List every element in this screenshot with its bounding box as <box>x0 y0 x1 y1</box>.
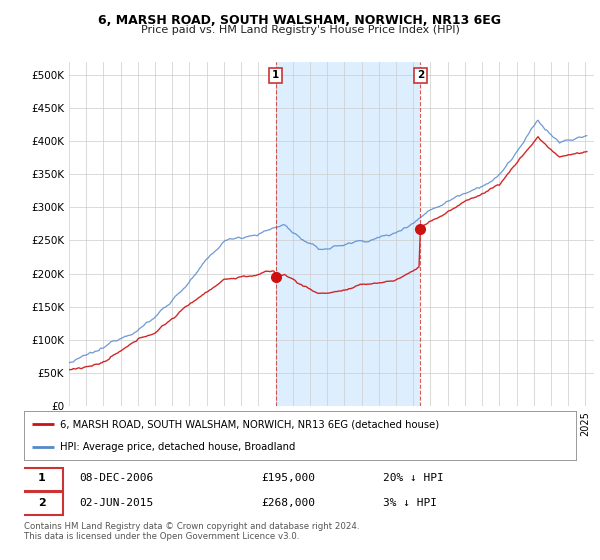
Text: 6, MARSH ROAD, SOUTH WALSHAM, NORWICH, NR13 6EG (detached house): 6, MARSH ROAD, SOUTH WALSHAM, NORWICH, N… <box>60 419 439 430</box>
Text: Contains HM Land Registry data © Crown copyright and database right 2024.
This d: Contains HM Land Registry data © Crown c… <box>24 522 359 542</box>
Text: 08-DEC-2006: 08-DEC-2006 <box>79 474 154 483</box>
Text: 3% ↓ HPI: 3% ↓ HPI <box>383 498 437 507</box>
Text: 2: 2 <box>417 70 424 80</box>
Text: 2: 2 <box>38 498 46 507</box>
Text: £195,000: £195,000 <box>262 474 316 483</box>
FancyBboxPatch shape <box>21 468 62 491</box>
Text: 20% ↓ HPI: 20% ↓ HPI <box>383 474 443 483</box>
Bar <box>275 62 421 406</box>
Text: HPI: Average price, detached house, Broadland: HPI: Average price, detached house, Broa… <box>60 442 295 452</box>
Text: 1: 1 <box>38 474 46 483</box>
Text: 02-JUN-2015: 02-JUN-2015 <box>79 498 154 507</box>
Text: 1: 1 <box>272 70 279 80</box>
Text: Price paid vs. HM Land Registry's House Price Index (HPI): Price paid vs. HM Land Registry's House … <box>140 25 460 35</box>
Text: £268,000: £268,000 <box>262 498 316 507</box>
FancyBboxPatch shape <box>21 492 62 515</box>
Text: 6, MARSH ROAD, SOUTH WALSHAM, NORWICH, NR13 6EG: 6, MARSH ROAD, SOUTH WALSHAM, NORWICH, N… <box>98 14 502 27</box>
